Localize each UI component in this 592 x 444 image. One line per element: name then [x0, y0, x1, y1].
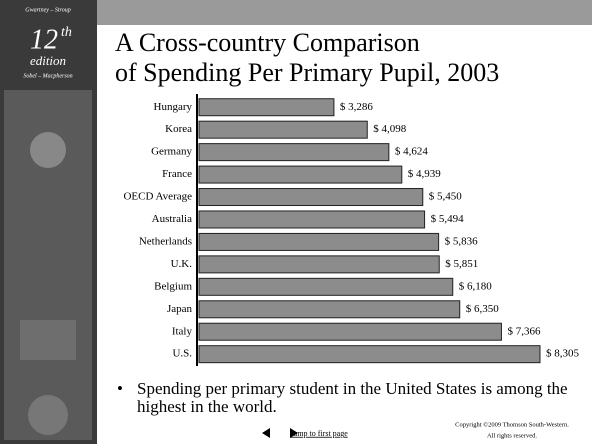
bullet-point: • Spending per primary student in the Uni… [117, 380, 587, 416]
value-label: $ 5,450 [429, 191, 463, 203]
nav-arrows[interactable] [262, 428, 298, 438]
category-label: U.K. [171, 258, 193, 270]
edition-word: edition [30, 53, 66, 68]
category-label: Australia [152, 213, 192, 225]
bar [198, 165, 403, 184]
bar [198, 120, 368, 139]
jump-link[interactable]: Jump to first page [290, 429, 348, 438]
chart-title: A Cross-country Comparison [115, 28, 420, 57]
bar [198, 255, 440, 274]
category-label: Belgium [154, 280, 192, 292]
category-label: U.S. [172, 348, 192, 360]
value-label: $ 4,624 [395, 146, 429, 158]
value-label: $ 4,939 [408, 168, 442, 180]
value-label: $ 7,366 [507, 325, 541, 337]
category-label: Germany [151, 146, 192, 158]
chart-title: of Spending Per Primary Pupil, 2003 [115, 58, 499, 87]
bar [198, 345, 541, 364]
bar [198, 300, 461, 319]
value-label: $ 6,180 [459, 280, 493, 292]
sidebar-authors: Sobel – Macpherson [23, 73, 72, 79]
sidebar-icon [28, 395, 68, 435]
category-label: Hungary [154, 101, 193, 113]
copyright: All rights reserved. [487, 432, 537, 439]
category-label: Korea [165, 123, 192, 135]
category-label: France [162, 168, 192, 180]
value-label: $ 5,836 [445, 235, 479, 247]
category-label: Italy [172, 325, 193, 337]
bar [198, 188, 424, 207]
bar [198, 210, 426, 229]
bullet-text: Spending per primary student in the Unit… [137, 379, 568, 416]
edition-number: 12 [30, 24, 58, 55]
bar [198, 277, 454, 296]
value-label: $ 5,494 [431, 213, 465, 225]
sidebar-icon [20, 320, 76, 360]
value-label: $ 6,350 [466, 303, 500, 315]
copyright: Copyright ©2009 Thomson South-Western. [455, 421, 569, 428]
value-label: $ 3,286 [340, 101, 374, 113]
value-label: $ 5,851 [445, 258, 478, 270]
top-bar [97, 0, 592, 25]
value-label: $ 8,305 [546, 348, 580, 360]
edition-suffix: th [61, 25, 72, 40]
bar [198, 98, 335, 117]
bar [198, 322, 502, 341]
category-label: OECD Average [123, 191, 192, 203]
sidebar-authors: Gwartney – Stroup [25, 7, 70, 13]
bar [198, 143, 390, 162]
bar [198, 232, 440, 251]
value-label: $ 4,098 [373, 123, 407, 135]
category-label: Japan [167, 303, 193, 315]
category-label: Netherlands [139, 235, 192, 247]
sidebar-icon [30, 132, 66, 168]
